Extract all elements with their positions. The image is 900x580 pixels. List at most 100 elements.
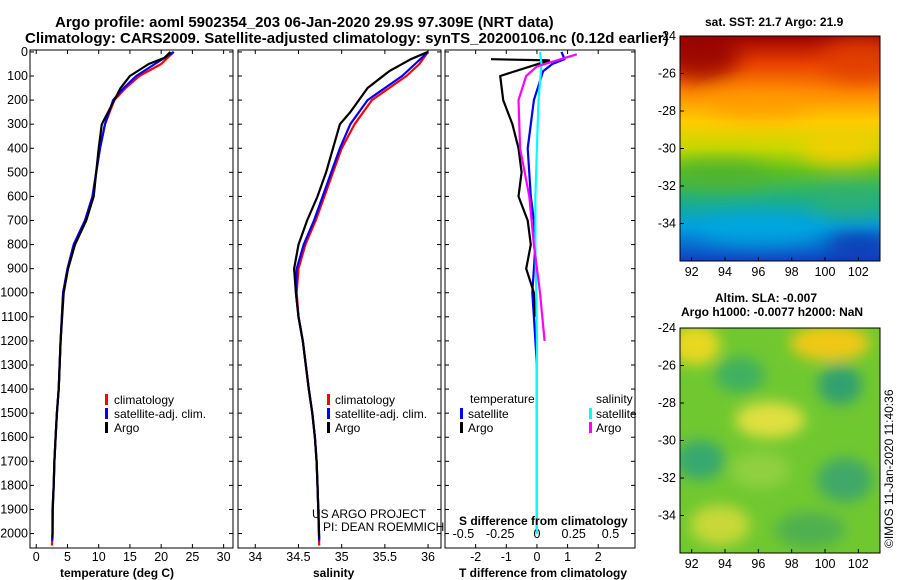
- x-tick-label: 34.5: [286, 550, 310, 564]
- legend-argo-marker: [105, 422, 108, 433]
- temperature-legend: climatology satellite-adj. clim. Argo: [105, 393, 206, 435]
- s-diff-tick-label: -0.25: [486, 527, 515, 541]
- depth-tick-label: 1100: [1, 310, 28, 324]
- header-line-1: Argo profile: aoml 5902354_203 06-Jan-20…: [55, 14, 554, 31]
- depth-tick-label: 700: [7, 213, 28, 227]
- x-tick-label: 35.5: [373, 550, 397, 564]
- lat-tick-label: -34: [658, 217, 676, 231]
- x-tick-label: 20: [154, 550, 168, 564]
- depth-tick-label: 300: [7, 117, 28, 131]
- sla-map-title: Altim. SLA: -0.007: [715, 291, 817, 305]
- lon-tick-label: 98: [785, 557, 799, 571]
- depth-tick-label: 200: [7, 93, 28, 107]
- depth-tick-label: 900: [7, 262, 28, 276]
- difference-xlabel: T difference from climatology: [459, 566, 627, 580]
- difference-series: [490, 51, 578, 534]
- lon-tick-label: 96: [751, 557, 765, 571]
- salinity-axes-frame: [237, 49, 442, 549]
- x-tick-label: 0: [33, 550, 40, 564]
- lat-tick-label: -30: [658, 142, 676, 156]
- lon-tick-label: 92: [685, 557, 699, 571]
- s-diff-tick-label: 0.25: [562, 527, 586, 541]
- lat-tick-label: -32: [658, 179, 676, 193]
- legend-satellite-marker: [105, 408, 108, 419]
- series-line-temperature-argo: [490, 58, 551, 317]
- sst-map-image: [680, 36, 880, 261]
- legend-s-satellite-label: satellite: [596, 407, 637, 421]
- x-tick-label: 2: [595, 550, 602, 564]
- x-tick-label: 36: [421, 550, 435, 564]
- legend-climatology-label: climatology: [114, 393, 174, 407]
- depth-tick-label: 400: [7, 141, 28, 155]
- legend-climatology-label: climatology: [335, 393, 395, 407]
- x-tick-label: 15: [123, 550, 137, 564]
- sla-map-image: [680, 328, 880, 553]
- legend-argo-label: Argo: [114, 421, 140, 435]
- x-tick-label: 30: [217, 550, 231, 564]
- depth-tick-label: 1000: [0, 286, 28, 300]
- legend-salinity-title: salinity: [596, 392, 633, 406]
- x-tick-label: 5: [64, 550, 71, 564]
- series-line-argo: [293, 50, 429, 539]
- salinity-ticks: 34 34.5 35 35.5 36: [238, 50, 441, 564]
- sst-map-ticks: 92 94 96 98 100 102 -24 -26 -28 -30 -32 -34: [658, 29, 869, 279]
- lon-tick-label: 96: [751, 265, 765, 279]
- sst-map-title: sat. SST: 21.7 Argo: 21.9: [705, 15, 844, 29]
- x-tick-label: 10: [92, 550, 106, 564]
- lon-tick-label: 100: [815, 265, 836, 279]
- legend-satellite-marker: [327, 408, 330, 419]
- project-credit: US ARGO PROJECT: [312, 507, 427, 521]
- sla-map-panel: Altim. SLA: -0.007 Argo h1000: -0.0077 h…: [658, 291, 881, 571]
- lon-tick-label: 94: [718, 265, 732, 279]
- lat-tick-label: -28: [658, 104, 676, 118]
- s-diff-tick-label: 0: [533, 527, 540, 541]
- x-tick-label: 1: [564, 550, 571, 564]
- s-diff-tick-label: -0.5: [453, 527, 475, 541]
- legend-argo-marker: [327, 422, 330, 433]
- lat-tick-label: -34: [658, 509, 676, 523]
- lat-tick-label: -26: [658, 359, 676, 373]
- lon-tick-label: 102: [848, 265, 869, 279]
- legend-s-satellite-marker: [589, 408, 592, 419]
- depth-tick-label: 1300: [0, 358, 28, 372]
- legend-climatology-marker: [327, 394, 330, 405]
- difference-top-xlabel: S difference from climatology: [459, 514, 628, 528]
- legend-t-satellite-label: satellite: [468, 407, 509, 421]
- depth-tick-label: 1200: [0, 334, 28, 348]
- lon-tick-label: 98: [785, 265, 799, 279]
- imos-credit: ©IMOS 11-Jan-2020 11:40:36: [882, 389, 896, 548]
- temperature-panel: 0100200300400500600700800900100011001200…: [0, 45, 234, 580]
- salinity-series: [293, 50, 429, 546]
- x-tick-label: 25: [185, 550, 199, 564]
- legend-t-satellite-marker: [460, 408, 463, 419]
- lon-tick-label: 102: [848, 557, 869, 571]
- legend-climatology-marker: [105, 394, 108, 405]
- x-tick-label: -2: [470, 550, 481, 564]
- legend-s-argo-marker: [589, 422, 592, 433]
- lat-tick-label: -26: [658, 67, 676, 81]
- s-diff-tick-label: 0.5: [602, 527, 619, 541]
- sla-map-ticks: 92 94 96 98 100 102 -24 -26 -28 -30 -32 -34: [658, 321, 869, 571]
- difference-ticks: -2 -1 0 1 2 -0.5 -0.25 0 0.25 0.5: [445, 50, 635, 564]
- legend-argo-label: Argo: [335, 421, 361, 435]
- legend-satellite-label: satellite-adj. clim.: [335, 407, 427, 421]
- depth-tick-label: 1400: [0, 382, 28, 396]
- pi-credit: PI: DEAN ROEMMICH: [323, 520, 444, 534]
- lon-tick-label: 94: [718, 557, 732, 571]
- lat-tick-label: -24: [658, 321, 676, 335]
- depth-tick-label: 500: [7, 165, 28, 179]
- sla-map-subtitle: Argo h1000: -0.0077 h2000: NaN: [681, 305, 863, 319]
- legend-temperature-title: temperature: [470, 392, 535, 406]
- depth-tick-label: 2000: [0, 527, 28, 541]
- temperature-series: [50, 50, 175, 546]
- depth-tick-label: 1600: [0, 430, 28, 444]
- x-tick-label: 35: [335, 550, 349, 564]
- sst-map-panel: sat. SST: 21.7 Argo: 21.9 92 94 96 98 100 102…: [658, 15, 881, 279]
- salinity-panel: 34 34.5 35 35.5 36 salinity climatology sate…: [237, 49, 444, 580]
- lat-tick-label: -30: [658, 434, 676, 448]
- legend-s-argo-label: Argo: [596, 421, 622, 435]
- header-line-2: Climatology: CARS2009. Satellite-adjuste…: [25, 30, 669, 47]
- lat-tick-label: -24: [658, 29, 676, 43]
- lat-tick-label: -28: [658, 396, 676, 410]
